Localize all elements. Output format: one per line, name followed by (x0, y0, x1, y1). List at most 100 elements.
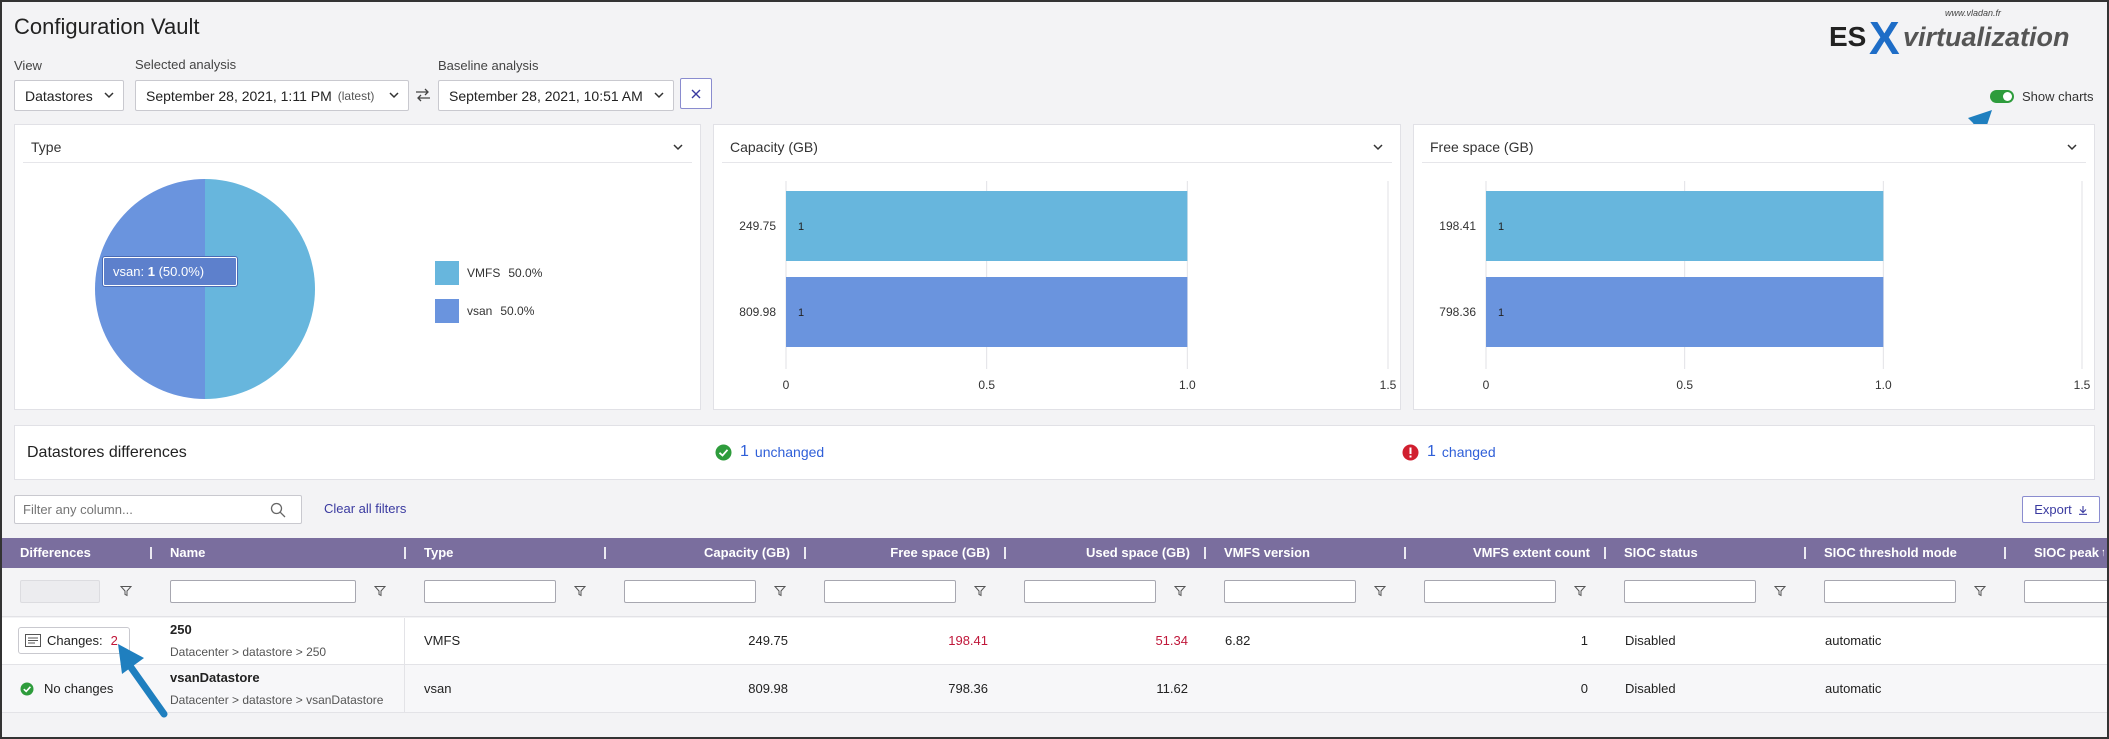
col-resize-handle[interactable] (150, 547, 152, 559)
x-tick-label: 1.0 (1875, 378, 1892, 392)
pie-slice-vmfs[interactable] (205, 179, 315, 399)
filter-icon[interactable] (574, 585, 586, 597)
free-space-cell: 198.41 (948, 633, 988, 648)
check-circle-icon (715, 444, 732, 460)
legend-item-vmfs[interactable]: VMFS 50.0% (435, 261, 542, 285)
type-chart-panel: Type vsan: 1 (50.0%) VMFS 50.0% vsan 50.… (14, 124, 701, 410)
capacity-filter-input[interactable] (624, 580, 756, 603)
col-capacity[interactable]: Capacity (GB) (704, 545, 790, 560)
filter-icon[interactable] (1174, 585, 1186, 597)
filter-icon[interactable] (974, 585, 986, 597)
list-icon (25, 634, 41, 647)
bar-1[interactable] (1486, 191, 1884, 261)
pie-slice-vsan[interactable] (95, 179, 205, 399)
vmfs-version-filter-input[interactable] (1224, 580, 1356, 603)
type-cell: VMFS (424, 633, 461, 648)
col-resize-handle[interactable] (404, 547, 406, 559)
legend-item-vsan[interactable]: vsan 50.0% (435, 299, 534, 323)
filter-icon[interactable] (374, 585, 386, 597)
col-vmfs-extent-count[interactable]: VMFS extent count (1472, 545, 1590, 560)
datastore-name[interactable]: 250 (170, 622, 192, 637)
annotation-arrow (118, 644, 168, 718)
filter-any-column-input[interactable] (14, 495, 302, 524)
table-row[interactable] (2, 618, 2107, 665)
clear-all-filters-link[interactable]: Clear all filters (324, 501, 407, 516)
col-resize-handle[interactable] (1204, 547, 1206, 559)
free-space-chart-panel: Free space (GB) 0 0.5 1.0 1.5 1 198.41 1 798.36 (1413, 124, 2095, 410)
col-free-space[interactable]: Free space (GB) (890, 545, 990, 560)
filter-icon[interactable] (1774, 585, 1786, 597)
x-tick-label: 1.5 (2074, 378, 2091, 392)
close-icon (691, 89, 701, 98)
col-resize-handle[interactable] (1604, 547, 1606, 559)
vmfs-version-cell: 6.82 (1225, 633, 1251, 648)
capacity-chart-header[interactable]: Capacity (GB) (722, 131, 1392, 163)
name-filter-input[interactable] (170, 580, 356, 603)
x-tick-label: 0.5 (1676, 378, 1693, 392)
changed-link[interactable]: changed (1441, 444, 1496, 460)
sioc-peak-filter-input[interactable] (2024, 580, 2109, 603)
filter-icon[interactable] (774, 585, 786, 597)
baseline-analysis-select[interactable]: September 28, 2021, 10:51 AM (438, 80, 674, 111)
differences-filter-input (20, 580, 100, 603)
chevron-down-icon (673, 144, 683, 151)
col-differences[interactable]: Differences (20, 545, 91, 560)
chevron-down-icon (104, 92, 114, 99)
bar-2[interactable] (1486, 277, 1884, 347)
filter-icon[interactable] (120, 585, 132, 597)
sioc-threshold-filter-input[interactable] (1824, 580, 1956, 603)
capacity-cell: 809.98 (748, 681, 788, 696)
free-space-chart-header[interactable]: Free space (GB) (1422, 131, 2086, 163)
export-label: Export (2034, 502, 2072, 517)
col-name[interactable]: Name (170, 545, 206, 560)
tooltip-name: vsan: (113, 264, 145, 279)
filter-icon[interactable] (1974, 585, 1986, 597)
chevron-down-icon (2067, 144, 2077, 151)
col-resize-handle[interactable] (1004, 547, 1006, 559)
export-button[interactable]: Export (2022, 496, 2100, 523)
changes-button[interactable]: Changes: 2 (18, 627, 130, 654)
clear-baseline-button[interactable] (680, 78, 712, 109)
type-cell: vsan (424, 681, 452, 696)
differences-summary: Datastores differences 1 unchanged 1 cha… (14, 425, 2095, 480)
col-sioc-peak[interactable]: SIOC peak th (2034, 545, 2104, 560)
changed-stat[interactable]: 1 changed (1402, 443, 1496, 461)
capacity-bar-chart: 0 0.5 1.0 1.5 1 249.75 1 809.98 (739, 181, 1397, 392)
y-category-label: 198.41 (1439, 219, 1476, 233)
col-resize-handle[interactable] (1404, 547, 1406, 559)
datastore-name[interactable]: vsanDatastore (170, 670, 260, 685)
col-sioc-status[interactable]: SIOC status (1624, 545, 1698, 560)
datastore-path: Datacenter > datastore > 250 (170, 645, 327, 659)
bar-1[interactable] (786, 191, 1188, 261)
filter-icon[interactable] (1374, 585, 1386, 597)
legend-pct: 50.0% (508, 266, 543, 280)
col-type[interactable]: Type (424, 545, 454, 560)
swap-icon[interactable] (415, 88, 431, 102)
col-sioc-threshold-mode[interactable]: SIOC threshold mode (1824, 545, 1957, 560)
col-resize-handle[interactable] (2004, 547, 2006, 559)
free-space-filter-input[interactable] (824, 580, 956, 603)
col-resize-handle[interactable] (804, 547, 806, 559)
unchanged-link[interactable]: unchanged (754, 444, 825, 460)
col-used-space[interactable]: Used space (GB) (1085, 545, 1190, 560)
col-resize-handle[interactable] (1804, 547, 1806, 559)
col-resize-handle[interactable] (604, 547, 606, 559)
unchanged-stat[interactable]: 1 unchanged (715, 443, 824, 461)
bar-2[interactable] (786, 277, 1188, 347)
page-title: Configuration Vault (14, 14, 200, 39)
logo-virtualization: virtualization (1903, 22, 2070, 52)
sioc-status-filter-input[interactable] (1624, 580, 1756, 603)
view-select[interactable]: Datastores (14, 80, 124, 111)
bar-value-label: 1 (798, 307, 804, 319)
show-charts-toggle[interactable] (1990, 90, 2014, 103)
used-space-filter-input[interactable] (1024, 580, 1156, 603)
type-chart-header[interactable]: Type (23, 131, 692, 163)
bar-value-label: 1 (1498, 221, 1504, 233)
col-vmfs-version[interactable]: VMFS version (1224, 545, 1310, 560)
table-row[interactable] (2, 665, 2107, 713)
type-filter-input[interactable] (424, 580, 556, 603)
selected-analysis-select[interactable]: September 28, 2021, 1:11 PM (latest) (135, 80, 409, 111)
bar-value-label: 1 (798, 221, 804, 233)
filter-icon[interactable] (1574, 585, 1586, 597)
extent-count-filter-input[interactable] (1424, 580, 1556, 603)
